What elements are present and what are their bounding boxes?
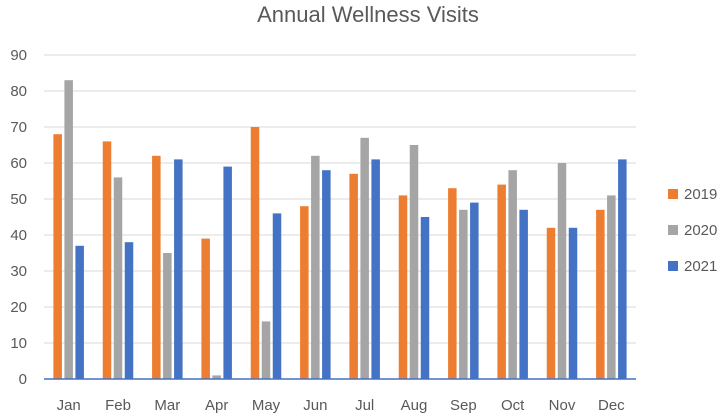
bar-2019-jul	[349, 173, 358, 379]
x-axis-tick-labels: Jan Feb Mar Apr May Jun Jul Aug Sep Oct Nov Dec	[57, 397, 626, 414]
bar-2021-nov	[568, 227, 578, 379]
bar-2021-jan	[75, 245, 84, 379]
y-axis-tick-labels: 0 10 20 30 40 50 60 70 80 90	[10, 47, 27, 388]
y-tick-label: 70	[10, 119, 27, 136]
x-tick-label: Aug	[401, 397, 428, 414]
x-tick-label: Nov	[549, 397, 576, 414]
bar-2021-aug	[420, 217, 430, 379]
bar-2021-jul	[371, 159, 380, 379]
legend-label-2019: 2019	[684, 186, 717, 203]
y-tick-label: 30	[10, 263, 27, 280]
bar-2019-may	[250, 127, 260, 379]
bar-2020-nov	[557, 163, 567, 379]
bars	[53, 80, 627, 379]
bar-2021-apr	[223, 166, 232, 379]
bar-2019-mar	[152, 155, 161, 379]
gridlines	[44, 54, 636, 344]
bar-2019-dec	[596, 209, 605, 379]
bar-2021-jun	[322, 170, 331, 379]
bar-2020-oct	[508, 170, 517, 379]
legend-label-2021: 2021	[684, 258, 717, 275]
bar-2021-sep	[470, 202, 479, 379]
bar-2021-dec	[618, 159, 627, 379]
bar-2021-may	[272, 213, 282, 379]
bar-2019-oct	[497, 184, 506, 379]
y-tick-label: 0	[19, 371, 27, 388]
bar-2020-may	[261, 321, 271, 379]
bar-2020-apr	[212, 375, 221, 379]
bar-2020-jan	[64, 80, 73, 379]
y-tick-label: 50	[10, 191, 27, 208]
bar-2020-feb	[113, 177, 123, 379]
x-tick-label: Dec	[598, 397, 625, 414]
x-tick-label: May	[252, 397, 281, 414]
bar-2020-aug	[409, 145, 419, 379]
x-tick-label: Feb	[105, 397, 131, 414]
y-tick-label: 40	[10, 227, 27, 244]
x-tick-label: Sep	[450, 397, 477, 414]
chart-title: Annual Wellness Visits	[257, 2, 479, 27]
bar-2020-mar	[163, 253, 172, 379]
x-tick-label: Jun	[303, 397, 327, 414]
y-tick-label: 10	[10, 335, 27, 352]
y-tick-label: 20	[10, 299, 27, 316]
legend-swatch-2021	[668, 261, 678, 271]
x-tick-label: Mar	[154, 397, 180, 414]
bar-2019-nov	[546, 227, 556, 379]
bar-2019-aug	[398, 195, 408, 379]
bar-2021-mar	[174, 159, 183, 379]
y-tick-label: 60	[10, 155, 27, 172]
bar-2021-feb	[124, 242, 134, 379]
bar-2019-jun	[300, 206, 309, 379]
x-tick-label: Jul	[355, 397, 374, 414]
bar-2021-oct	[519, 209, 528, 379]
x-tick-label: Apr	[205, 397, 228, 414]
bar-2020-jun	[311, 155, 320, 379]
x-tick-label: Jan	[57, 397, 81, 414]
y-tick-label: 90	[10, 47, 27, 64]
bar-2020-jul	[360, 137, 369, 379]
bar-2019-sep	[448, 188, 457, 379]
legend-swatch-2019	[668, 189, 678, 199]
bar-2019-feb	[102, 141, 112, 379]
legend: 2019 2020 2021	[668, 186, 717, 275]
legend-swatch-2020	[668, 225, 678, 235]
bar-2020-dec	[607, 195, 616, 379]
bar-2019-jan	[53, 134, 62, 379]
bar-2020-sep	[459, 209, 468, 379]
legend-label-2020: 2020	[684, 222, 717, 239]
y-tick-label: 80	[10, 83, 27, 100]
bar-2019-apr	[201, 238, 210, 379]
x-tick-label: Oct	[501, 397, 525, 414]
